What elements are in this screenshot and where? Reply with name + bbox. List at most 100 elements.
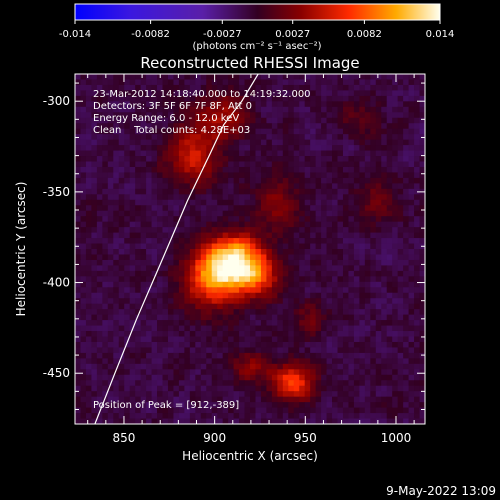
heatmap-cell bbox=[353, 243, 360, 250]
heatmap-cell bbox=[310, 309, 317, 316]
heatmap-cell bbox=[173, 150, 180, 157]
heatmap-cell bbox=[228, 402, 234, 408]
heatmap-cell bbox=[408, 79, 415, 86]
heatmap-cell bbox=[244, 183, 251, 190]
heatmap-cell bbox=[260, 227, 267, 233]
heatmap-cell bbox=[364, 347, 371, 354]
heatmap-cell bbox=[255, 117, 262, 124]
heatmap-cell bbox=[80, 265, 87, 272]
heatmap-cell bbox=[107, 292, 114, 299]
heatmap-cell bbox=[392, 166, 399, 173]
heatmap-cell bbox=[146, 117, 152, 124]
heatmap-cell bbox=[217, 314, 224, 321]
heatmap-cell bbox=[228, 413, 234, 419]
heatmap-cell bbox=[271, 106, 278, 113]
heatmap-cell bbox=[80, 374, 87, 381]
heatmap-cell bbox=[162, 309, 169, 316]
heatmap-cell bbox=[375, 123, 382, 130]
heatmap-cell bbox=[146, 199, 152, 206]
heatmap-cell bbox=[419, 232, 425, 239]
heatmap-cell bbox=[228, 358, 234, 365]
heatmap-cell bbox=[293, 106, 300, 113]
heatmap-cell bbox=[321, 336, 327, 343]
heatmap-cell bbox=[414, 352, 420, 359]
heatmap-cell bbox=[255, 347, 262, 354]
heatmap-cell bbox=[244, 254, 251, 261]
heatmap-cell bbox=[107, 265, 114, 272]
heatmap-cell bbox=[260, 254, 267, 261]
heatmap-cell bbox=[239, 303, 245, 310]
heatmap-cell bbox=[206, 320, 213, 326]
heatmap-cell bbox=[129, 238, 136, 244]
heatmap-cell bbox=[102, 413, 109, 419]
heatmap-cell bbox=[96, 385, 103, 392]
heatmap-cell bbox=[107, 74, 114, 80]
heatmap-cell bbox=[408, 194, 415, 201]
heatmap-cell bbox=[260, 221, 267, 228]
heatmap-cell bbox=[244, 95, 251, 102]
heatmap-cell bbox=[419, 145, 425, 151]
heatmap-cell bbox=[342, 309, 349, 316]
heatmap-cell bbox=[200, 112, 207, 119]
heatmap-cell bbox=[255, 145, 262, 151]
heatmap-cell bbox=[118, 325, 125, 332]
heatmap-cell bbox=[233, 385, 240, 392]
heatmap-cell bbox=[310, 402, 317, 408]
heatmap-cell bbox=[348, 156, 355, 162]
heatmap-cell bbox=[107, 134, 114, 141]
heatmap-cell bbox=[124, 101, 131, 108]
heatmap-cell bbox=[255, 172, 262, 179]
heatmap-cell bbox=[375, 216, 382, 223]
heatmap-cell bbox=[75, 292, 81, 299]
heatmap-cell bbox=[107, 358, 114, 365]
heatmap-cell bbox=[173, 243, 180, 250]
heatmap-cell bbox=[162, 276, 169, 283]
heatmap-cell bbox=[299, 374, 306, 381]
heatmap-cell bbox=[173, 374, 180, 381]
heatmap-cell bbox=[124, 363, 131, 370]
heatmap-cell bbox=[348, 331, 355, 337]
heatmap-cell bbox=[255, 232, 262, 239]
heatmap-cell bbox=[113, 205, 120, 212]
heatmap-cell bbox=[75, 177, 81, 184]
heatmap-cell bbox=[375, 270, 382, 277]
heatmap-cell bbox=[80, 380, 87, 387]
heatmap-cell bbox=[403, 117, 409, 124]
heatmap-cell bbox=[91, 128, 98, 135]
heatmap-cell bbox=[184, 259, 191, 266]
heatmap-cell bbox=[140, 292, 147, 299]
heatmap-cell bbox=[129, 303, 136, 310]
heatmap-cell bbox=[353, 172, 360, 179]
heatmap-cell bbox=[266, 259, 273, 266]
heatmap-cell bbox=[195, 265, 202, 272]
heatmap-cell bbox=[146, 402, 152, 408]
heatmap-cell bbox=[364, 243, 371, 250]
heatmap-cell bbox=[271, 112, 278, 119]
heatmap-cell bbox=[326, 161, 333, 168]
heatmap-cell bbox=[332, 177, 338, 184]
heatmap-cell bbox=[299, 352, 306, 359]
heatmap-cell bbox=[288, 303, 295, 310]
heatmap-cell bbox=[332, 413, 338, 419]
heatmap-cell bbox=[332, 95, 338, 102]
heatmap-cell bbox=[118, 270, 125, 277]
heatmap-cell bbox=[293, 347, 300, 354]
heatmap-cell bbox=[315, 123, 322, 130]
heatmap-cell bbox=[271, 352, 278, 359]
heatmap-cell bbox=[419, 90, 425, 97]
heatmap-cell bbox=[260, 238, 267, 244]
heatmap-cell bbox=[255, 90, 262, 97]
heatmap-cell bbox=[107, 205, 114, 212]
heatmap-cell bbox=[293, 112, 300, 119]
heatmap-cell bbox=[102, 276, 109, 283]
heatmap-cell bbox=[239, 380, 245, 387]
heatmap-cell bbox=[353, 112, 360, 119]
heatmap-cell bbox=[102, 331, 109, 337]
heatmap-cell bbox=[266, 254, 273, 261]
heatmap-cell bbox=[217, 352, 224, 359]
heatmap-cell bbox=[107, 117, 114, 124]
heatmap-cell bbox=[244, 145, 251, 151]
heatmap-cell bbox=[107, 418, 114, 424]
heatmap-cell bbox=[195, 254, 202, 261]
heatmap-cell bbox=[135, 106, 142, 113]
